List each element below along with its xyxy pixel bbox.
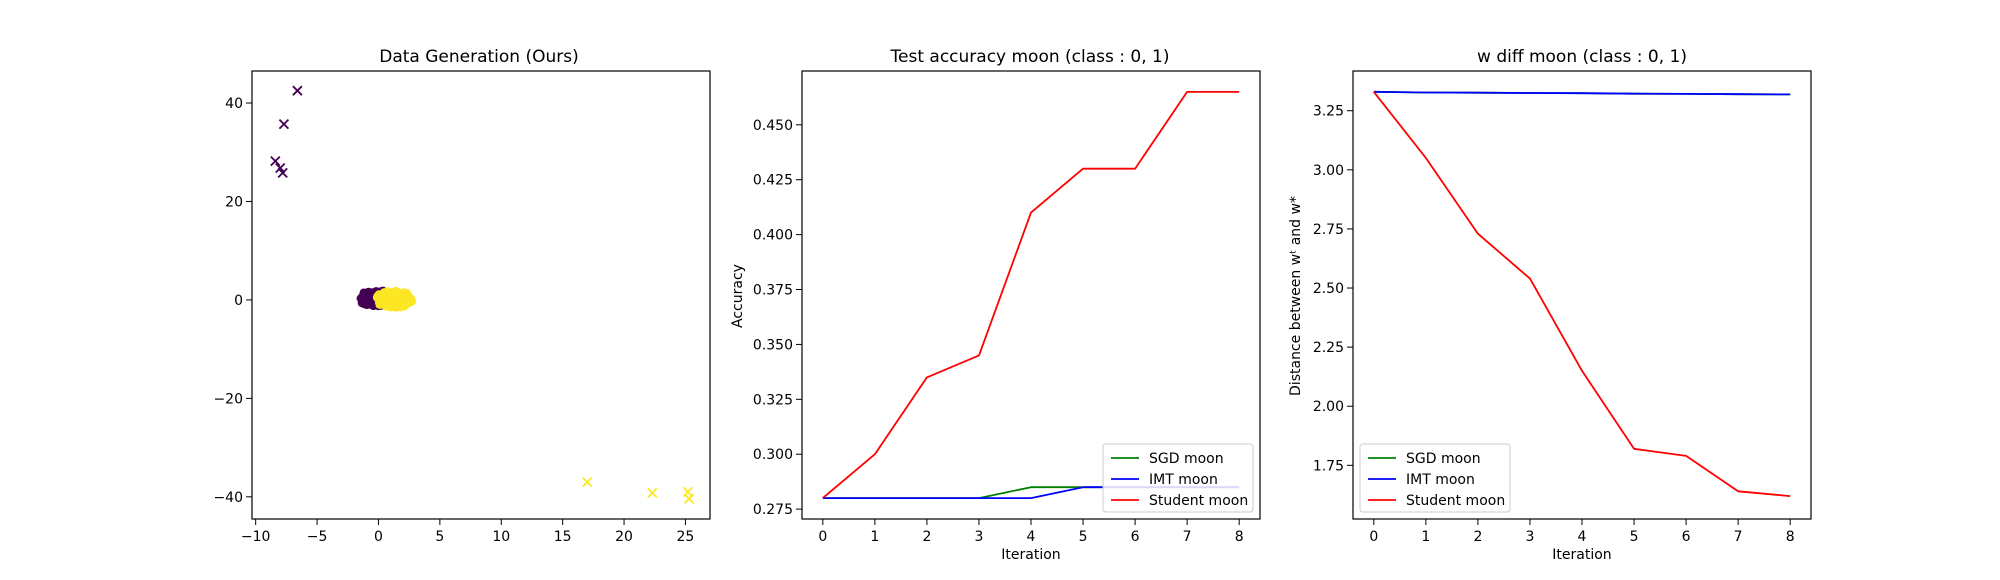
y-tick-label: 2.25 [1313, 340, 1344, 356]
y-tick-label: 0 [234, 293, 243, 309]
y-tick-label: −40 [213, 490, 243, 506]
y-tick-label: 2.00 [1313, 399, 1344, 415]
x-tick-label: 6 [1131, 529, 1140, 545]
x-marker [582, 476, 593, 488]
x-tick-label: 5 [435, 529, 444, 545]
series-line [1373, 91, 1791, 497]
y-tick-label: 0.350 [753, 337, 793, 353]
panel-wdiff: w diff moon (class : 0, 1) 0 1 2 3 4 5 6 7 8 1.75… [1288, 47, 1812, 563]
y-tick-label: 40 [225, 96, 243, 112]
axes-frame [251, 70, 711, 520]
y-tick-label: 0.400 [753, 228, 793, 244]
x-tick-label: 3 [1525, 529, 1534, 545]
y-axis-label: Accuracy [730, 264, 746, 328]
axis-ticks: −10 −5 0 5 10 15 20 25 −40 −20 0 20 40 [213, 96, 694, 545]
legend-item: SGD moon [1368, 451, 1481, 467]
axis-ticks: 0 1 2 3 4 5 6 7 8 1.75 2.00 2.25 2.50 2.75 3.00 3.25 [1313, 104, 1795, 545]
y-tick-label: 2.50 [1313, 281, 1344, 297]
svg-text:IMT moon: IMT moon [1406, 472, 1475, 488]
data-marks [1373, 90, 1791, 497]
legend-box [1102, 443, 1254, 513]
x-tick-label: 4 [1027, 529, 1036, 545]
chart-title: w diff moon (class : 0, 1) [1477, 47, 1687, 67]
x-tick-label: 2 [1473, 529, 1482, 545]
x-tick-label: 8 [1235, 529, 1244, 545]
x-marker [683, 493, 695, 504]
legend-box [1359, 443, 1511, 513]
y-tick-label: 0.375 [753, 283, 793, 299]
cluster-point [398, 295, 407, 304]
panel-scatter: Data Generation (Ours) −10 −5 0 5 10 15 20 25 −4… [213, 47, 711, 545]
y-tick-label: −20 [213, 391, 243, 407]
cluster-point [374, 290, 384, 299]
x-tick-label: 5 [1630, 529, 1639, 545]
x-axis-label: Iteration [1552, 547, 1611, 563]
y-tick-label: 0.450 [753, 118, 793, 134]
chart-title: Data Generation (Ours) [379, 47, 579, 67]
legend-item: Student moon [1368, 493, 1505, 509]
y-tick-label: 0.325 [753, 392, 793, 408]
svg-text:Student moon: Student moon [1149, 493, 1248, 509]
x-marker [647, 487, 658, 499]
x-marker [270, 155, 281, 167]
data-marks [270, 85, 695, 504]
y-tick-label: 3.25 [1313, 104, 1344, 120]
svg-text:Student moon: Student moon [1406, 493, 1505, 509]
x-tick-label: −10 [241, 529, 271, 545]
x-tick-label: −5 [307, 529, 328, 545]
x-tick-label: 15 [554, 529, 572, 545]
x-tick-label: 7 [1183, 529, 1192, 545]
legend-item: IMT moon [1111, 472, 1218, 488]
x-tick-label: 0 [818, 529, 827, 545]
x-tick-label: 0 [1369, 529, 1378, 545]
x-tick-label: 8 [1786, 529, 1795, 545]
y-axis-label: Distance between wᵗ and w* [1288, 196, 1304, 396]
series-line [822, 91, 1240, 499]
x-marker [275, 162, 286, 174]
x-tick-label: 7 [1734, 529, 1743, 545]
x-marker [292, 85, 303, 96]
x-tick-label: 1 [870, 529, 879, 545]
legend-item: IMT moon [1368, 472, 1475, 488]
x-tick-label: 5 [1079, 529, 1088, 545]
legend-item: Student moon [1111, 493, 1248, 509]
svg-text:IMT moon: IMT moon [1149, 472, 1218, 488]
x-tick-label: 20 [615, 529, 633, 545]
svg-text:SGD moon: SGD moon [1149, 451, 1224, 467]
legend: SGD moon IMT moon Student moon [1359, 443, 1511, 513]
x-tick-label: 4 [1578, 529, 1587, 545]
y-tick-label: 3.00 [1313, 163, 1344, 179]
panel-accuracy: Test accuracy moon (class : 0, 1) 0 1 2 3 4 5… [730, 47, 1261, 563]
legend: SGD moon IMT moon Student moon [1102, 443, 1254, 513]
x-tick-label: 6 [1682, 529, 1691, 545]
y-tick-label: 1.75 [1313, 458, 1344, 474]
x-marker [277, 167, 288, 179]
x-marker [278, 119, 290, 130]
y-tick-label: 2.75 [1313, 222, 1344, 238]
cluster-point [382, 290, 392, 300]
y-tick-label: 0.300 [753, 447, 793, 463]
x-tick-label: 0 [374, 529, 383, 545]
x-axis-label: Iteration [1001, 547, 1060, 563]
y-tick-label: 20 [225, 194, 243, 210]
x-tick-label: 25 [677, 529, 695, 545]
x-tick-label: 2 [922, 529, 931, 545]
cluster-point [381, 299, 391, 308]
x-tick-label: 10 [492, 529, 510, 545]
chart-title: Test accuracy moon (class : 0, 1) [890, 47, 1170, 67]
series-line [1373, 90, 1791, 96]
y-tick-label: 0.275 [753, 502, 793, 518]
cluster-point [357, 298, 367, 308]
x-tick-label: 1 [1421, 529, 1430, 545]
svg-text:SGD moon: SGD moon [1406, 451, 1481, 467]
cluster-point [390, 295, 399, 305]
y-tick-label: 0.425 [753, 173, 793, 189]
x-tick-label: 3 [974, 529, 983, 545]
cluster-point [407, 294, 416, 304]
axis-ticks: 0 1 2 3 4 5 6 7 8 0.275 0.300 0.325 0.350 0.375 0.400 0… [753, 118, 1244, 545]
legend-item: SGD moon [1111, 451, 1224, 467]
